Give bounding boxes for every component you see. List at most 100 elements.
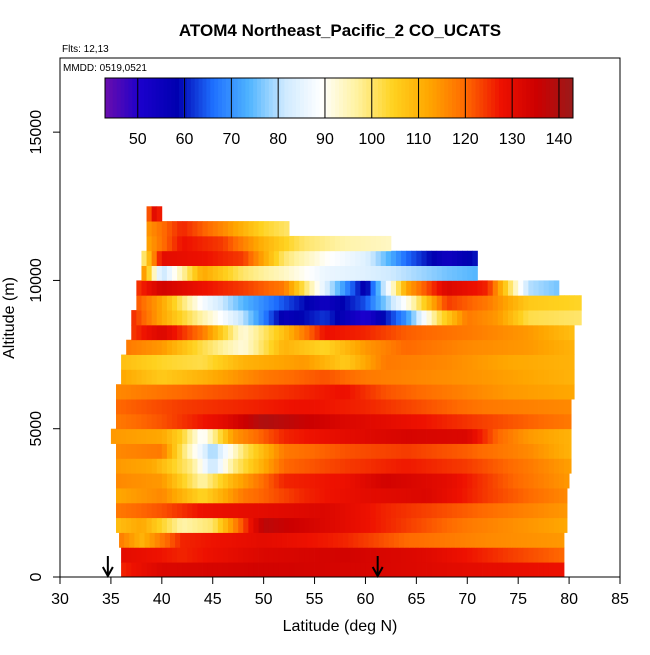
heatmap-cell	[436, 369, 443, 385]
heatmap-cell	[202, 443, 209, 459]
heatmap-cell	[446, 369, 453, 385]
heatmap-cell	[558, 458, 565, 474]
heatmap-cell	[370, 399, 377, 415]
heatmap-cell	[228, 235, 234, 252]
heatmap-cell	[365, 280, 371, 296]
heatmap-cell	[248, 458, 254, 474]
heatmap-cell	[457, 295, 463, 311]
heatmap-cell	[457, 562, 463, 578]
heatmap-cell	[268, 458, 275, 474]
heatmap-cell	[309, 265, 315, 281]
heatmap-cell	[421, 369, 427, 385]
colorbar-segment	[198, 78, 203, 118]
colorbar-segment	[518, 78, 523, 118]
heatmap-cell	[543, 443, 550, 459]
heatmap-cell	[350, 547, 356, 563]
heatmap-cell	[426, 265, 433, 281]
heatmap-cell	[131, 502, 137, 519]
colorbar-tick-label: 60	[176, 131, 194, 148]
heatmap-cell	[355, 324, 361, 341]
heatmap-cell	[146, 517, 153, 533]
heatmap-cell	[462, 473, 468, 489]
heatmap-cell	[141, 488, 147, 504]
heatmap-cell	[172, 339, 178, 355]
heatmap-cell	[161, 502, 168, 519]
heatmap-cell	[528, 488, 534, 504]
heatmap-cell	[278, 399, 285, 415]
heatmap-cell	[278, 295, 285, 311]
heatmap-cell	[222, 295, 229, 311]
heatmap-cell	[273, 443, 280, 459]
heatmap-cell	[126, 502, 132, 519]
heatmap-cell	[513, 384, 519, 400]
heatmap-cell	[390, 250, 397, 266]
heatmap-cell	[253, 280, 259, 296]
colorbar-segment	[120, 78, 125, 118]
heatmap-cell	[202, 295, 209, 311]
heatmap-cell	[197, 502, 203, 519]
heatmap-cell	[487, 399, 494, 415]
heatmap-cell	[360, 310, 366, 326]
heatmap-cell	[345, 235, 351, 252]
heatmap-cell	[553, 324, 560, 341]
heatmap-cell	[146, 310, 153, 326]
heatmap-cell	[187, 324, 193, 341]
heatmap-cell	[365, 488, 371, 504]
heatmap-cell	[156, 458, 163, 474]
heatmap-cell	[431, 547, 438, 563]
heatmap-cell	[212, 428, 219, 444]
heatmap-cell	[370, 369, 377, 385]
heatmap-cell	[421, 339, 427, 355]
heatmap-cell	[182, 488, 188, 504]
heatmap-cell	[513, 310, 519, 326]
heatmap-cell	[360, 502, 366, 519]
heatmap-cell	[502, 339, 509, 355]
heatmap-cell	[523, 473, 529, 489]
heatmap-cell	[365, 235, 371, 252]
heatmap-cell	[508, 502, 514, 519]
heatmap-cell	[334, 265, 341, 281]
heatmap-cell	[202, 547, 209, 563]
heatmap-cell	[177, 562, 183, 578]
heatmap-cell	[390, 369, 397, 385]
colorbar-segment	[569, 78, 574, 118]
heatmap-cell	[312, 532, 318, 548]
heatmap-cell	[375, 250, 382, 266]
heatmap-cell	[258, 324, 265, 341]
heatmap-cell	[329, 399, 336, 415]
heatmap-cell	[334, 339, 341, 355]
heatmap-cell	[182, 221, 188, 237]
heatmap-cell	[470, 532, 476, 548]
heatmap-cell	[558, 473, 565, 489]
heatmap-cell	[564, 384, 570, 400]
heatmap-cell	[365, 384, 371, 400]
heatmap-cell	[151, 547, 158, 563]
heatmap-cell	[319, 339, 326, 355]
heatmap-cell	[222, 562, 229, 578]
heatmap-cell	[314, 295, 321, 311]
heatmap-cell	[553, 369, 560, 385]
heatmap-cell	[253, 250, 259, 266]
heatmap-cell	[477, 324, 483, 341]
heatmap-cell	[502, 443, 509, 459]
heatmap-cell	[233, 235, 239, 252]
heatmap-cell	[314, 488, 321, 504]
heatmap-cell	[564, 354, 570, 370]
heatmap-cell	[431, 428, 438, 444]
heatmap-cell	[385, 369, 392, 385]
heatmap-cell	[177, 458, 183, 474]
heatmap-cell	[345, 473, 351, 489]
heatmap-cell	[360, 428, 366, 444]
heatmap-cell	[231, 532, 237, 548]
heatmap-cell	[523, 443, 529, 459]
heatmap-cell	[569, 339, 575, 355]
heatmap-cell	[513, 488, 519, 504]
heatmap-cell	[396, 384, 402, 400]
y-tick-label: 15000	[28, 110, 45, 155]
heatmap-cell	[380, 547, 387, 563]
heatmap-cell	[116, 428, 122, 444]
heatmap-cell	[319, 250, 326, 266]
heatmap-cell	[238, 235, 244, 252]
heatmap-cell	[406, 295, 412, 311]
heatmap-cell	[251, 532, 257, 548]
